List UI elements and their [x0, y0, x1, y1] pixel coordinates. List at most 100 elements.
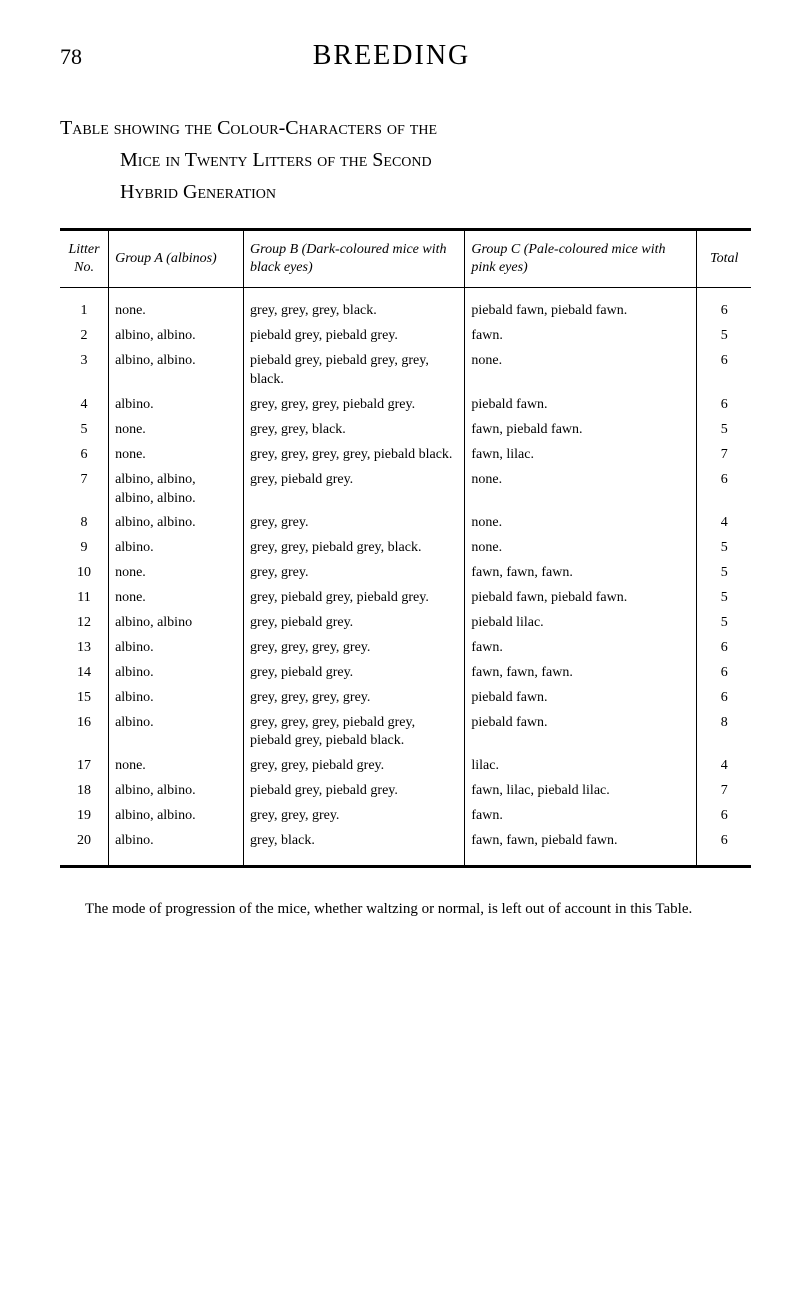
cell-groupC: piebald lilac.	[465, 611, 697, 636]
cell-groupC: fawn, piebald fawn.	[465, 418, 697, 443]
header-total: Total	[697, 230, 751, 288]
cell-groupC: piebald fawn.	[465, 711, 697, 755]
cell-groupA: albino, albino.	[109, 349, 244, 393]
footnote: The mode of progression of the mice, whe…	[60, 898, 751, 921]
cell-groupA: albino, albino.	[109, 324, 244, 349]
cell-litter: 14	[60, 661, 109, 686]
cell-groupB: grey, grey.	[244, 511, 465, 536]
cell-groupA: albino.	[109, 829, 244, 866]
cell-groupA: albino, albino.	[109, 779, 244, 804]
cell-groupA: none.	[109, 561, 244, 586]
header-groupC: Group C (Pale-coloured mice with pink ey…	[465, 230, 697, 288]
cell-groupC: fawn.	[465, 804, 697, 829]
cell-groupA: none.	[109, 288, 244, 324]
cell-groupB: grey, grey, piebald grey, black.	[244, 536, 465, 561]
cell-groupB: grey, grey, black.	[244, 418, 465, 443]
cell-groupA: albino.	[109, 393, 244, 418]
cell-groupA: albino.	[109, 636, 244, 661]
table-row: 15 albino. grey, grey, grey, grey. pieba…	[60, 686, 751, 711]
header-groupA: Group A (albinos)	[109, 230, 244, 288]
cell-groupB: grey, grey, grey, grey.	[244, 686, 465, 711]
table-row: 9 albino. grey, grey, piebald grey, blac…	[60, 536, 751, 561]
table-row: 11 none. grey, piebald grey, piebald gre…	[60, 586, 751, 611]
table-row: 6 none. grey, grey, grey, grey, piebald …	[60, 443, 751, 468]
caption-line-1: Table showing the Colour-Characters of t…	[60, 112, 751, 144]
cell-groupB: grey, piebald grey.	[244, 611, 465, 636]
cell-groupB: grey, piebald grey.	[244, 468, 465, 512]
cell-total: 6	[697, 349, 751, 393]
cell-litter: 20	[60, 829, 109, 866]
cell-groupC: none.	[465, 468, 697, 512]
cell-total: 5	[697, 586, 751, 611]
table-row: 5 none. grey, grey, black. fawn, piebald…	[60, 418, 751, 443]
cell-groupA: none.	[109, 443, 244, 468]
cell-groupC: fawn.	[465, 324, 697, 349]
cell-total: 6	[697, 468, 751, 512]
table-row: 14 albino. grey, piebald grey. fawn, faw…	[60, 661, 751, 686]
table-row: 3 albino, albino. piebald grey, piebald …	[60, 349, 751, 393]
cell-total: 5	[697, 611, 751, 636]
cell-groupB: grey, grey.	[244, 561, 465, 586]
cell-groupA: albino, albino.	[109, 511, 244, 536]
cell-litter: 11	[60, 586, 109, 611]
cell-litter: 9	[60, 536, 109, 561]
cell-litter: 18	[60, 779, 109, 804]
cell-litter: 17	[60, 754, 109, 779]
cell-total: 6	[697, 636, 751, 661]
cell-total: 5	[697, 324, 751, 349]
cell-groupC: piebald fawn.	[465, 686, 697, 711]
cell-litter: 8	[60, 511, 109, 536]
table-row: 1 none. grey, grey, grey, black. piebald…	[60, 288, 751, 324]
cell-groupC: fawn.	[465, 636, 697, 661]
cell-total: 6	[697, 804, 751, 829]
header-litter: Litter No.	[60, 230, 109, 288]
cell-groupC: fawn, fawn, fawn.	[465, 561, 697, 586]
table-row: 8 albino, albino. grey, grey. none. 4	[60, 511, 751, 536]
cell-groupB: grey, grey, grey, piebald grey, piebald …	[244, 711, 465, 755]
cell-groupB: grey, grey, grey, black.	[244, 288, 465, 324]
table-row: 13 albino. grey, grey, grey, grey. fawn.…	[60, 636, 751, 661]
cell-groupB: grey, black.	[244, 829, 465, 866]
table-row: 12 albino, albino grey, piebald grey. pi…	[60, 611, 751, 636]
cell-groupA: albino, albino, albino, albino.	[109, 468, 244, 512]
cell-total: 8	[697, 711, 751, 755]
cell-litter: 5	[60, 418, 109, 443]
cell-groupC: fawn, lilac.	[465, 443, 697, 468]
cell-groupA: none.	[109, 586, 244, 611]
table-row: 19 albino, albino. grey, grey, grey. faw…	[60, 804, 751, 829]
cell-groupB: piebald grey, piebald grey, grey, black.	[244, 349, 465, 393]
table-row: 7 albino, albino, albino, albino. grey, …	[60, 468, 751, 512]
table-row: 18 albino, albino. piebald grey, piebald…	[60, 779, 751, 804]
cell-litter: 7	[60, 468, 109, 512]
cell-groupC: none.	[465, 511, 697, 536]
cell-groupB: grey, grey, grey.	[244, 804, 465, 829]
cell-groupC: piebald fawn.	[465, 393, 697, 418]
cell-litter: 10	[60, 561, 109, 586]
cell-total: 5	[697, 561, 751, 586]
table-row: 16 albino. grey, grey, grey, piebald gre…	[60, 711, 751, 755]
cell-groupC: piebald fawn, piebald fawn.	[465, 288, 697, 324]
cell-litter: 12	[60, 611, 109, 636]
cell-litter: 15	[60, 686, 109, 711]
cell-groupA: albino, albino	[109, 611, 244, 636]
cell-litter: 4	[60, 393, 109, 418]
cell-groupA: albino.	[109, 536, 244, 561]
table-row: 20 albino. grey, black. fawn, fawn, pieb…	[60, 829, 751, 866]
cell-groupA: none.	[109, 418, 244, 443]
page-title: BREEDING	[82, 40, 701, 72]
header-groupB: Group B (Dark-coloured mice with black e…	[244, 230, 465, 288]
cell-total: 7	[697, 443, 751, 468]
cell-groupA: albino.	[109, 686, 244, 711]
table-row: 17 none. grey, grey, piebald grey. lilac…	[60, 754, 751, 779]
cell-groupB: piebald grey, piebald grey.	[244, 324, 465, 349]
cell-groupB: grey, piebald grey, piebald grey.	[244, 586, 465, 611]
cell-litter: 19	[60, 804, 109, 829]
caption-line-2: Mice in Twenty Litters of the Second	[120, 144, 751, 176]
data-table: Litter No. Group A (albinos) Group B (Da…	[60, 228, 751, 868]
cell-total: 6	[697, 829, 751, 866]
page-number: 78	[60, 44, 82, 70]
cell-groupB: grey, grey, grey, piebald grey.	[244, 393, 465, 418]
caption-line-3: Hybrid Generation	[120, 176, 751, 208]
table-header-row: Litter No. Group A (albinos) Group B (Da…	[60, 230, 751, 288]
cell-groupC: fawn, lilac, piebald lilac.	[465, 779, 697, 804]
